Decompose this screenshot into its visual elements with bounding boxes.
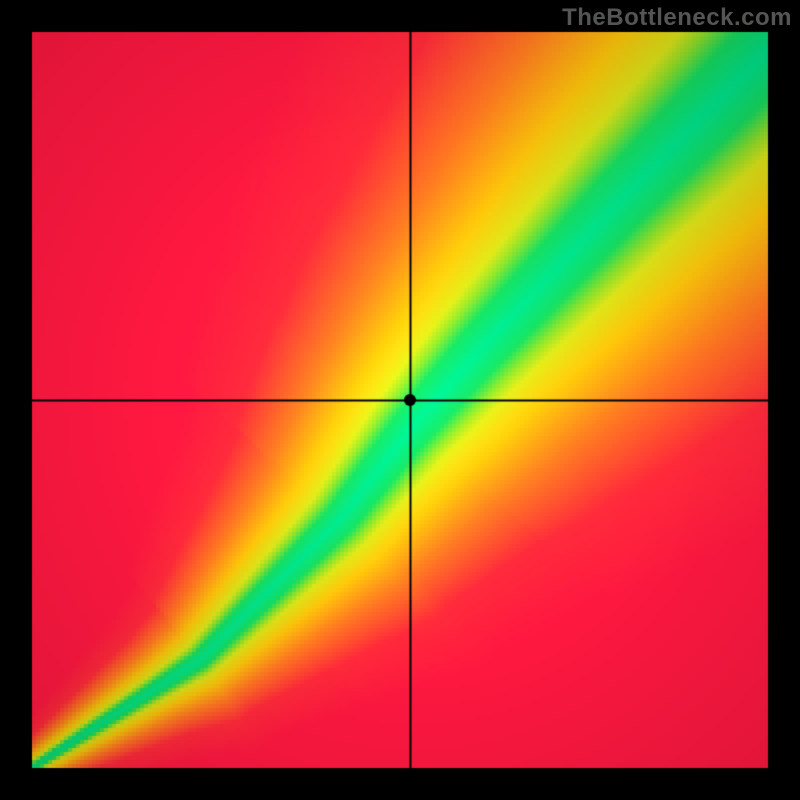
watermark-text: TheBottleneck.com xyxy=(562,0,800,32)
heatmap-canvas xyxy=(0,0,800,800)
chart-container: TheBottleneck.com xyxy=(0,0,800,800)
